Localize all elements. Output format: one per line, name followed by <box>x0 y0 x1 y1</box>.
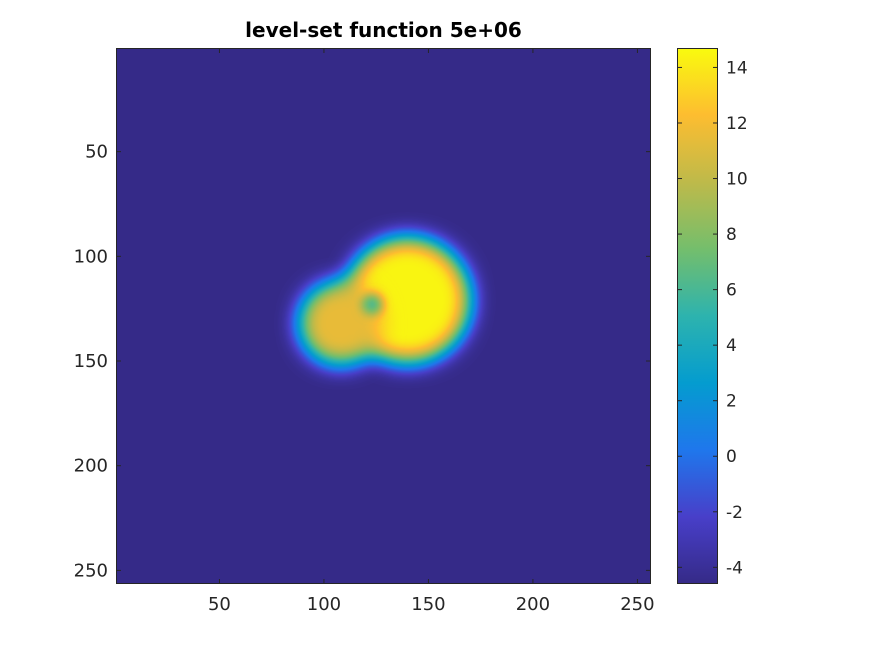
heatmap-features <box>298 237 471 366</box>
heatmap-image <box>116 48 651 584</box>
colorbar-tick-label: -2 <box>726 503 743 523</box>
colorbar-frame <box>677 48 718 584</box>
colorbar-ticks: -4 -2 0 2 4 6 8 10 12 14 <box>677 58 748 578</box>
y-axis: 50 100 150 200 250 <box>74 142 651 581</box>
colorbar-tick-label: 10 <box>726 170 748 190</box>
heatmap-blob-1 <box>298 281 383 366</box>
heatmap-depression-2 <box>361 294 383 315</box>
y-tick-label: 250 <box>74 560 108 581</box>
chart-title: level-set function 5e+06 <box>245 18 522 42</box>
plot-frame <box>116 48 651 584</box>
colorbar-gradient <box>677 48 718 584</box>
y-tick-label: 100 <box>74 246 108 267</box>
x-tick-label: 250 <box>620 594 654 615</box>
x-tick-label: 150 <box>411 594 445 615</box>
colorbar-tick-label: 6 <box>726 281 737 301</box>
x-tick-label: 50 <box>208 594 231 615</box>
y-tick-label: 200 <box>74 456 108 477</box>
colorbar-tick-label: 0 <box>726 447 737 467</box>
colorbar-tick-label: -4 <box>726 558 743 578</box>
colorbar: -4 -2 0 2 4 6 8 10 12 14 <box>677 48 748 584</box>
colorbar-tick-label: 14 <box>726 58 748 78</box>
colorbar-tick-label: 2 <box>726 392 737 412</box>
x-tick-label: 200 <box>516 594 550 615</box>
y-tick-label: 150 <box>74 351 108 372</box>
colorbar-tick-label: 8 <box>726 225 737 245</box>
colorbar-tick-label: 4 <box>726 336 737 356</box>
x-axis: 50 100 150 200 250 <box>208 48 655 615</box>
y-tick-label: 50 <box>85 142 108 163</box>
colorbar-tick-label: 12 <box>726 114 748 134</box>
x-tick-label: 100 <box>307 594 341 615</box>
